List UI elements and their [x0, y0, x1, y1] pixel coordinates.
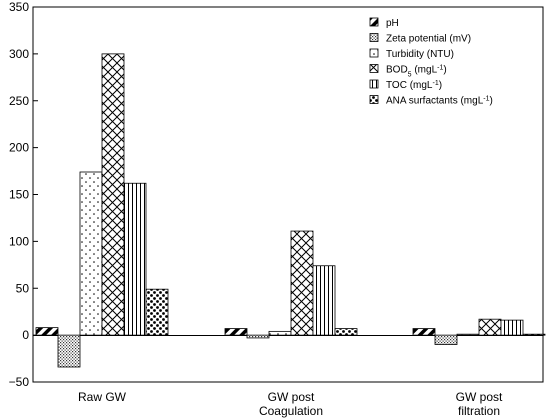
- bars: [35, 53, 546, 368]
- y-tick-label: 200: [9, 141, 29, 155]
- bar: [456, 333, 480, 336]
- bar: [268, 330, 292, 336]
- bar: [79, 171, 103, 336]
- y-tick-label: 100: [9, 234, 29, 248]
- bar: [246, 334, 270, 339]
- legend-swatch: [369, 79, 379, 89]
- legend-swatch: [369, 48, 379, 58]
- bar: [500, 319, 524, 336]
- legend-swatch: [369, 17, 379, 27]
- legend-label: TOC (mgL-1): [386, 80, 442, 92]
- legend-label: pH: [386, 18, 399, 29]
- y-tick-label: 350: [9, 0, 29, 14]
- legend-label: ANA surfactants (mgL-1): [386, 95, 493, 107]
- y-tick-label: 150: [9, 188, 29, 202]
- legend-swatch: [369, 95, 379, 104]
- legend-swatch: [369, 64, 379, 73]
- bar: [312, 265, 336, 336]
- y-tick-label: 300: [9, 47, 29, 61]
- bar: [334, 328, 358, 336]
- bar: [101, 53, 125, 336]
- bar: [412, 328, 436, 336]
- bar: [478, 318, 502, 336]
- legend-label: BOD5 (mgL-1): [386, 64, 447, 78]
- bar: [57, 334, 81, 368]
- legend: pH Zeta potential (mV) Turbidity (NTU) BOD5…: [369, 17, 493, 107]
- bar: [290, 230, 314, 336]
- bar: [224, 328, 248, 336]
- bar: [434, 334, 458, 345]
- category-labels: Raw GW GW post Coagulation GW post filtratio…: [78, 390, 503, 418]
- bar: [35, 327, 59, 336]
- y-tick-label: 0: [22, 328, 29, 342]
- y-tick-label: 250: [9, 94, 29, 108]
- category-label: GW post Coagulation: [259, 390, 323, 418]
- legend-label: Turbidity (NTU): [386, 49, 454, 60]
- category-label: GW post filtration: [456, 390, 503, 418]
- y-axis: −50 0 50 100 150 200 250 300 350: [9, 0, 38, 389]
- bar: [522, 333, 546, 336]
- legend-swatch: [369, 33, 379, 42]
- category-label: Raw GW: [78, 390, 127, 404]
- y-tick-label: 50: [16, 281, 30, 295]
- y-tick-label: −50: [9, 375, 30, 389]
- legend-label: Zeta potential (mV): [386, 34, 471, 45]
- bar: [123, 182, 147, 336]
- bar: [145, 288, 169, 336]
